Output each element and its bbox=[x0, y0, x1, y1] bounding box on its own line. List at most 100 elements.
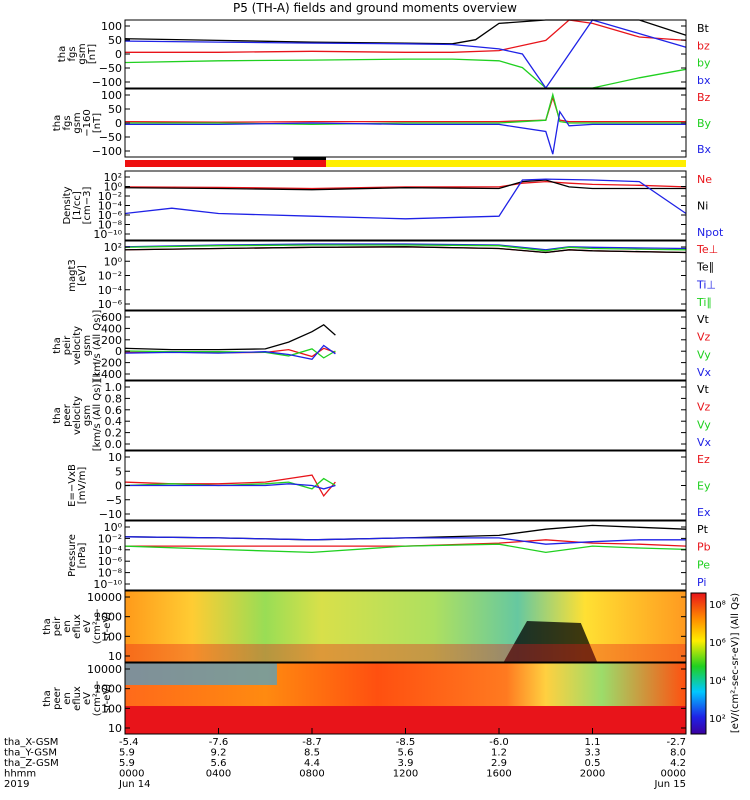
y-tick-label: −10 bbox=[99, 508, 122, 521]
series-line-Pi bbox=[124, 536, 686, 545]
y-tick-label: 100 bbox=[101, 702, 122, 715]
y-axis-label-line: gsm bbox=[82, 335, 93, 356]
legend-entry-Vt: Vt bbox=[697, 313, 710, 326]
y-axis-label-line: (cm²-s- bbox=[92, 608, 103, 644]
y-tick-label: 10⁻⁴ bbox=[98, 284, 123, 297]
y-axis-label-line: gsm bbox=[72, 112, 83, 133]
legend-entry-Bz: Bz bbox=[697, 91, 711, 104]
y-tick-label: 0 bbox=[115, 48, 122, 61]
y-tick-label: −400 bbox=[92, 368, 122, 381]
y-tick-label: −50 bbox=[99, 131, 122, 144]
series-line-Ex bbox=[125, 483, 336, 490]
ephemeris-value: 8.5 bbox=[304, 748, 320, 759]
status-bar-red bbox=[125, 160, 327, 167]
y-axis-label-line: magt3 bbox=[67, 259, 78, 292]
series-line-Vt bbox=[124, 324, 336, 351]
status-bar-marks bbox=[293, 157, 327, 160]
panel-5 bbox=[124, 324, 336, 361]
panel-10 bbox=[125, 663, 686, 734]
y-axis-label-line: Pressure bbox=[67, 534, 78, 577]
ephemeris-value: 1.2 bbox=[491, 748, 507, 759]
panel-frame bbox=[124, 310, 687, 381]
y-axis-label-line: peir bbox=[52, 616, 63, 636]
ephemeris-value: 0000 bbox=[661, 769, 686, 780]
ephemeris-value: 4.2 bbox=[670, 758, 686, 769]
colorbar-label-text: [eV/(cm²-sec-sr-eV)] (All Qs) bbox=[730, 593, 741, 733]
series-line-bz bbox=[125, 19, 687, 53]
y-axis-label: Pressure [nPa] bbox=[67, 534, 88, 577]
series-line-Pe bbox=[124, 543, 687, 554]
y-axis-label-line: [eV] bbox=[77, 265, 88, 286]
y-tick-label: 10⁰ bbox=[104, 255, 123, 268]
y-axis-label-line: [nT] bbox=[87, 44, 98, 64]
y-tick-label: 10⁻⁶ bbox=[98, 298, 123, 311]
y-tick-label: 10² bbox=[104, 241, 122, 254]
panel-7 bbox=[124, 474, 336, 498]
colorbar-tick-label: 10⁴ bbox=[709, 676, 726, 687]
panel-3 bbox=[124, 178, 687, 220]
colorbar-tick-label: 10⁸ bbox=[709, 600, 726, 611]
ephemeris-value: -5.4 bbox=[119, 737, 139, 748]
y-axis-label: tha peer en eflux eV (cm²-s-sr-eV) bbox=[42, 680, 113, 716]
y-tick-label: 10⁻² bbox=[98, 190, 122, 203]
spectrogram-fill bbox=[125, 591, 686, 662]
y-axis-label-line: E=−VxB bbox=[67, 464, 78, 507]
y-tick-label: 1000 bbox=[94, 611, 122, 624]
panel-frame bbox=[124, 380, 687, 451]
ephemeris-value: -8.5 bbox=[396, 737, 416, 748]
y-tick-label: 200 bbox=[101, 334, 122, 347]
y-tick-label: 10 bbox=[108, 451, 122, 464]
ephemeris-value: -2.7 bbox=[666, 737, 686, 748]
series-line-Bt bbox=[124, 19, 687, 45]
y-tick-label: 1.0 bbox=[105, 381, 123, 394]
y-axis-label-line: en bbox=[62, 692, 73, 705]
ephemeris-value: 2000 bbox=[580, 769, 605, 780]
y-tick-label: 10⁻¹⁰ bbox=[93, 578, 122, 591]
y-tick-label: 10⁻⁶ bbox=[98, 555, 123, 568]
ephemeris-value: 5.6 bbox=[211, 758, 227, 769]
legend-entry-Npot: Npot bbox=[697, 226, 724, 239]
legend-entry-Vy: Vy bbox=[697, 348, 711, 361]
ephemeris-row-label: tha_Z-GSM bbox=[4, 758, 59, 769]
y-tick-label: 50 bbox=[108, 34, 122, 47]
y-tick-label: 10⁻⁶ bbox=[98, 209, 123, 222]
y-tick-label: 5 bbox=[115, 465, 122, 478]
legend-entry-Ne: Ne bbox=[697, 173, 712, 186]
ephemeris-row-label: tha_Y-GSM bbox=[4, 748, 57, 759]
legend-entry-Te⊥: Te⊥ bbox=[696, 243, 718, 256]
spectrogram-void bbox=[503, 621, 598, 662]
series-line-by bbox=[124, 58, 687, 89]
series-line-Bz bbox=[124, 95, 686, 123]
ephemeris-value: Jun 15 bbox=[653, 779, 686, 790]
legend-entry-Ti∥: Ti∥ bbox=[696, 296, 712, 309]
ephemeris-value: 0800 bbox=[299, 769, 324, 780]
ephemeris-value: 1600 bbox=[486, 769, 511, 780]
y-axis-label-line: [km/s (All Qs)] bbox=[92, 310, 103, 382]
spectrogram-low-band bbox=[125, 644, 686, 662]
y-tick-label: 100 bbox=[101, 630, 122, 643]
ephemeris-row-label: tha_X-GSM bbox=[4, 737, 58, 748]
y-axis-label: tha fgs gsm −160 [nT] bbox=[52, 109, 103, 136]
ephemeris-value: 5.9 bbox=[119, 758, 135, 769]
legend-entry-Bx: Bx bbox=[697, 143, 712, 156]
y-axis-label-line: sr-eV) bbox=[102, 612, 113, 641]
series-line-Bx bbox=[125, 109, 686, 155]
y-tick-label: 10⁻² bbox=[98, 532, 122, 545]
y-tick-label: 0.6 bbox=[105, 404, 123, 417]
ephemeris-value: 0.5 bbox=[585, 758, 601, 769]
y-tick-label: 10⁻² bbox=[98, 270, 122, 283]
y-tick-label: 10⁻¹⁰ bbox=[93, 228, 122, 241]
y-tick-label: 0.4 bbox=[105, 415, 123, 428]
y-axis-label-line: [km/s (All Qs)] bbox=[92, 380, 103, 452]
ephemeris-value: 3.3 bbox=[585, 748, 601, 759]
legend-entry-Bt: Bt bbox=[697, 22, 710, 35]
ephemeris-value: 3.9 bbox=[398, 758, 414, 769]
series-line-Ey bbox=[124, 477, 336, 490]
y-axis-label: tha fgs gsm [nT] bbox=[57, 43, 98, 64]
y-tick-label: 50 bbox=[108, 103, 122, 116]
legend-entry-by: by bbox=[697, 57, 711, 70]
legend-entry-Ez: Ez bbox=[697, 453, 710, 466]
legend-entry-Vx: Vx bbox=[697, 366, 712, 379]
legend-entry-bz: bz bbox=[697, 39, 710, 52]
y-axis-label-line: sr-eV) bbox=[102, 684, 113, 713]
